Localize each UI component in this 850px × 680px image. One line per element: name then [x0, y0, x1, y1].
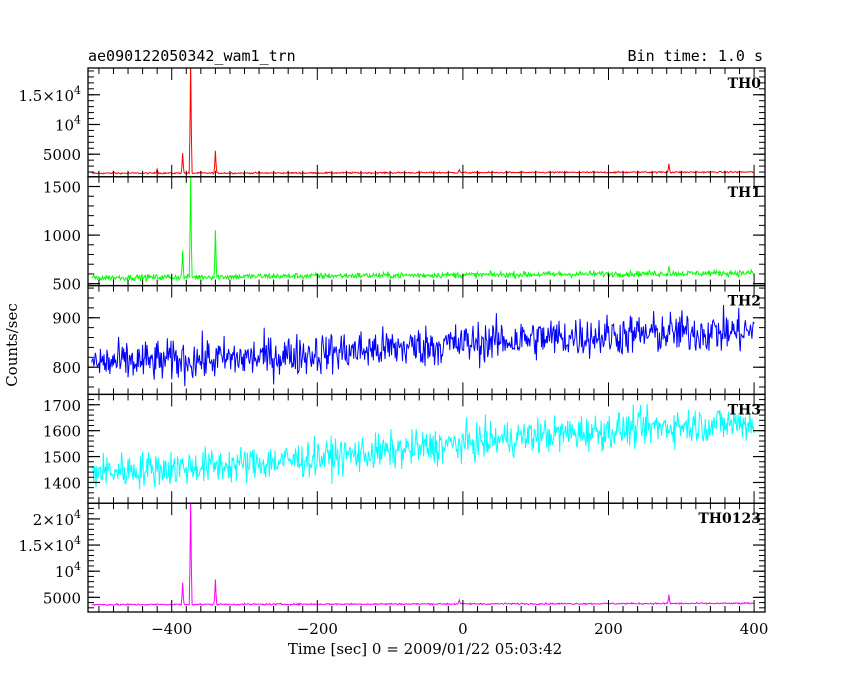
y-tick-label: 1.5×104 — [18, 534, 81, 555]
x-tick-label: 0 — [458, 620, 468, 638]
series-th0123 — [91, 503, 755, 607]
y-tick-label: 104 — [55, 560, 81, 581]
y-tick-label: 1.5×104 — [18, 84, 81, 105]
panel-th3: 1400 1500 1600 1700 TH3 — [43, 393, 766, 504]
y-tick-label: 1500 — [43, 449, 81, 467]
x-tick-label: −200 — [297, 620, 338, 638]
y-tick-label: 1400 — [43, 474, 81, 492]
panel-frame — [87, 502, 766, 613]
chart-title: ae090122050342_wam1_trn — [88, 47, 296, 65]
x-tick-labels: −400 −200 0 200 400 — [151, 620, 768, 638]
x-tick-label: −400 — [151, 620, 192, 638]
y-tick-label: 1500 — [43, 179, 81, 197]
series-th2 — [91, 304, 755, 387]
series-th3 — [91, 404, 755, 490]
y-tick-label: 1000 — [43, 227, 81, 245]
y-tick-label: 800 — [52, 359, 81, 377]
panel-th0: 5000 104 1.5×104 TH0 — [18, 67, 766, 178]
panel-label: TH2 — [728, 294, 761, 310]
y-tick-label: 104 — [55, 113, 81, 134]
y-tick-label: 5000 — [43, 589, 81, 607]
bin-time-label: Bin time: 1.0 s — [628, 47, 763, 65]
x-axis-label: Time [sec] 0 = 2009/01/22 05:03:42 — [288, 640, 562, 658]
panel-label: TH0123 — [698, 511, 761, 527]
y-tick-label: 1700 — [43, 397, 81, 415]
series-th0 — [91, 68, 755, 175]
panel-label: TH1 — [728, 185, 761, 201]
panel-th2: 800 900 TH2 — [52, 284, 766, 396]
y-tick-label: 2×104 — [33, 508, 81, 529]
panel-label: TH0 — [728, 76, 762, 92]
y-tick-label: 500 — [52, 276, 81, 294]
x-tick-label: 200 — [594, 620, 623, 638]
panel-th0123: 5000 104 1.5×104 2×104 TH0123 — [18, 502, 766, 613]
x-tick-label: 400 — [740, 620, 769, 638]
panel-frame — [87, 393, 766, 504]
panel-th1: 500 1000 1500 TH1 — [43, 176, 766, 294]
panels: 5000 104 1.5×104 TH0 500 1000 1500 TH1 800 900 TH2… — [18, 67, 766, 613]
y-axis-label: Counts/sec — [3, 303, 21, 387]
panel-label: TH3 — [728, 402, 761, 418]
y-tick-label: 1600 — [43, 423, 81, 441]
series-th1 — [91, 176, 755, 284]
y-tick-label: 900 — [52, 310, 81, 328]
y-tick-label: 5000 — [43, 146, 81, 164]
